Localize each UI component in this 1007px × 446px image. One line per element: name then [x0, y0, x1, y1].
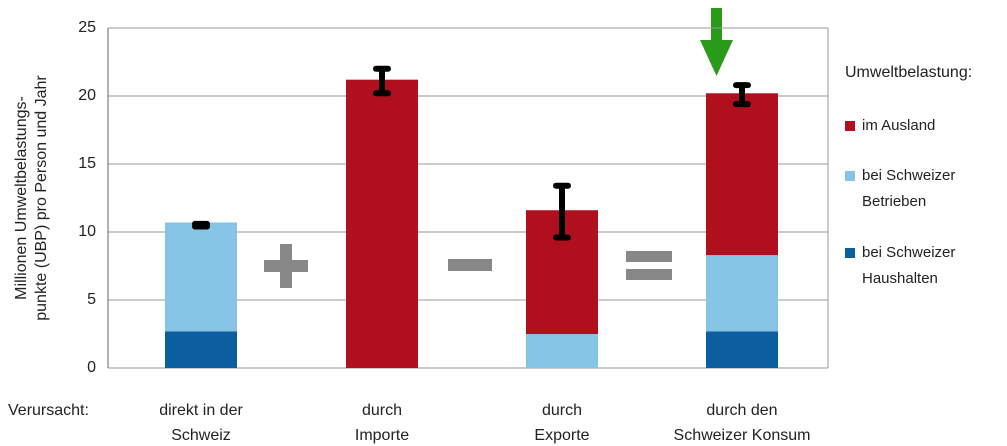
plus-sign	[264, 244, 308, 288]
x-tick-label: durch den	[706, 402, 777, 419]
legend-label: im Ausland	[862, 117, 936, 134]
legend-label: bei Schweizer Betrieben	[862, 167, 956, 210]
x-tick-label: Exporte	[534, 427, 589, 444]
y-tick-label: 5	[87, 291, 96, 308]
highlight-arrow	[700, 8, 733, 76]
legend-swatch	[845, 121, 855, 131]
bar-segment	[165, 331, 237, 368]
x-tick-label: direkt in der	[159, 402, 243, 419]
y-tick-label: 10	[78, 223, 96, 240]
bar-segment	[706, 331, 778, 368]
bar-segment	[346, 79, 418, 369]
x-tick-label: Importe	[355, 427, 409, 444]
y-axis-label: punkte (UBP) pro Person und Jahr	[33, 75, 50, 321]
bar-segment	[526, 334, 598, 368]
y-tick-label: 20	[78, 87, 96, 104]
x-tick-label: Schweiz	[171, 427, 231, 444]
minus-sign	[448, 259, 492, 271]
bar-segment	[165, 222, 237, 332]
x-tick-label: durch	[542, 402, 582, 419]
y-tick-label: 0	[87, 359, 96, 376]
legend-title: Umweltbelastung:	[845, 64, 972, 81]
x-axis-label: Verursacht:	[8, 402, 89, 419]
x-tick-label: Schweizer Konsum	[674, 427, 811, 444]
y-tick-label: 15	[78, 155, 96, 172]
y-axis-label: Millionen Umweltbelastungs-	[13, 96, 30, 300]
legend-swatch	[845, 171, 855, 181]
x-tick-label: durch	[362, 402, 402, 419]
bar-segment	[706, 255, 778, 332]
bar-segment	[706, 93, 778, 256]
legend-label: bei Schweizer Haushalten	[862, 244, 956, 287]
legend-swatch	[845, 248, 855, 258]
y-tick-label: 25	[78, 19, 96, 36]
equals-sign	[626, 251, 672, 280]
